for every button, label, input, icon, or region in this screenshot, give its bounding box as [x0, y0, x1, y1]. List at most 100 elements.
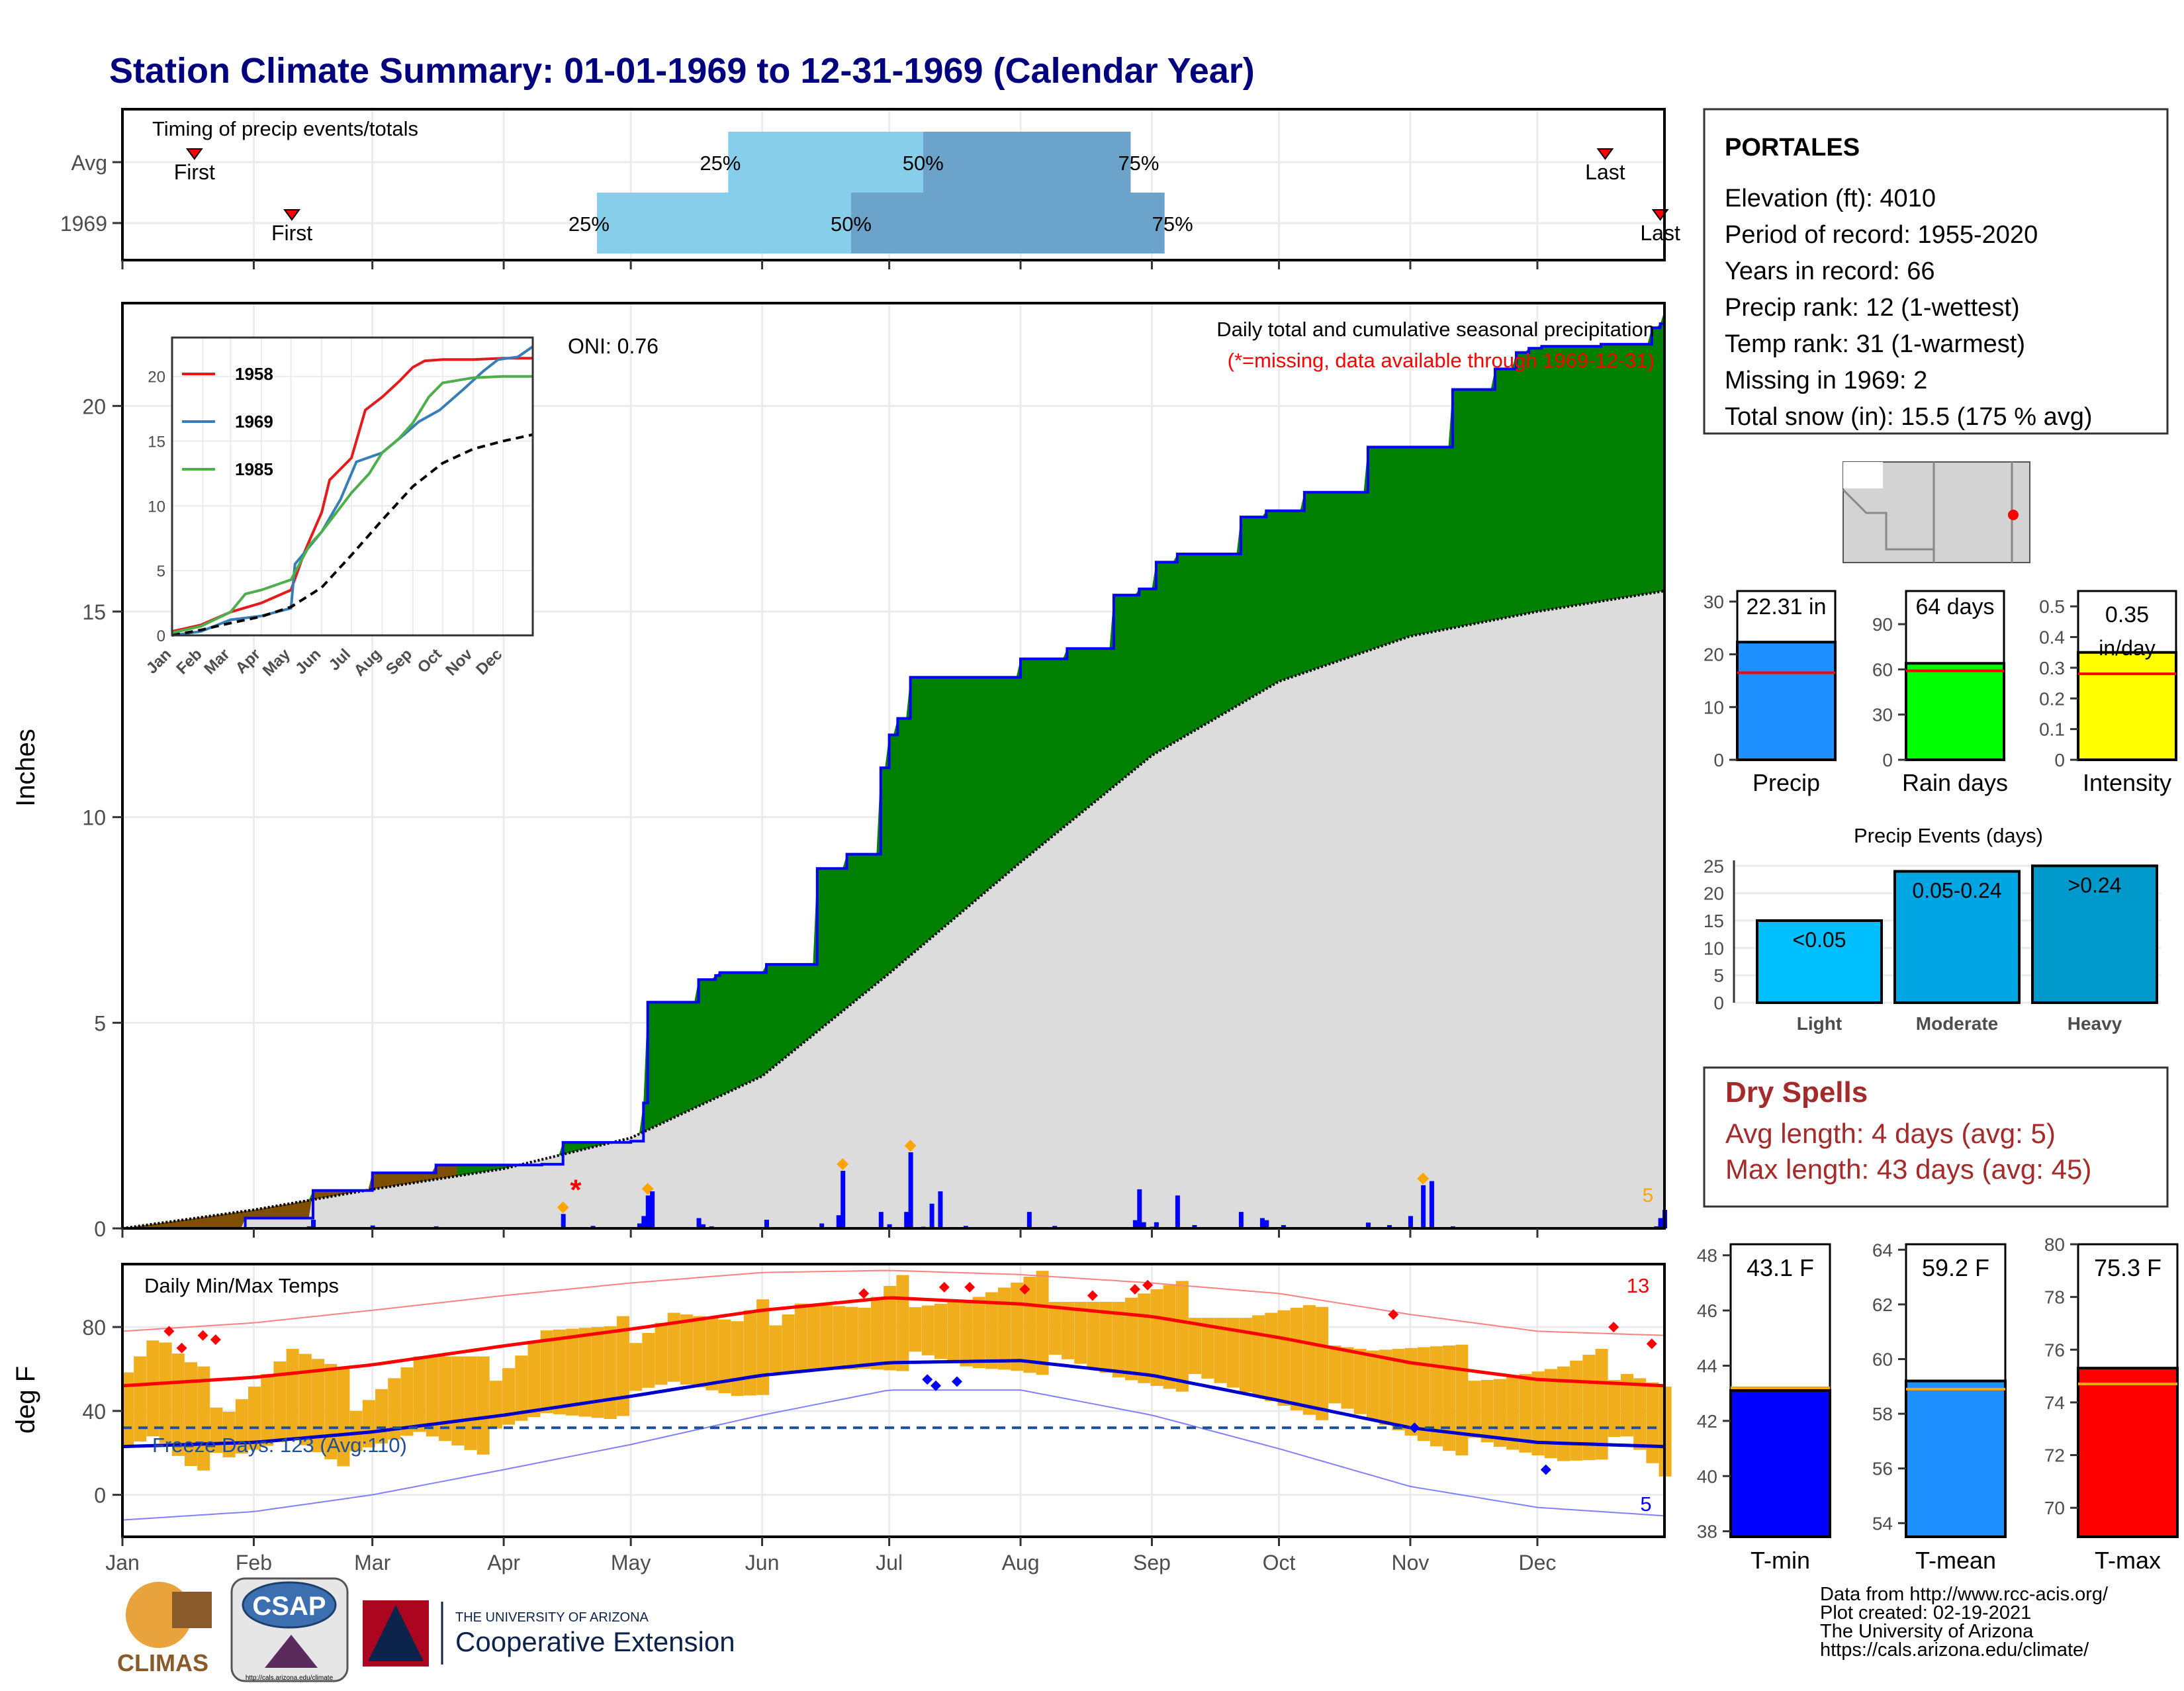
daily-temp-range-bar	[388, 1378, 401, 1440]
daily-temp-range-bar	[1608, 1379, 1621, 1438]
daily-precip-bar	[887, 1224, 892, 1228]
mini-y-tick-label: 74	[2044, 1393, 2065, 1413]
month-label: Aug	[1002, 1551, 1040, 1575]
mini-y-tick-label: 0	[2054, 750, 2065, 770]
record-high-count: 13	[1627, 1274, 1649, 1297]
inset-legend-label: 1985	[235, 459, 273, 479]
freeze-days-label: Freeze Days: 123 (Avg:110)	[152, 1434, 407, 1457]
daily-precip-bar	[1141, 1222, 1146, 1228]
precip-chart-title: Daily total and cumulative seasonal prec…	[1216, 318, 1655, 341]
rain-days-label: 64 days	[1915, 594, 1994, 619]
daily-temp-range-bar	[680, 1314, 693, 1385]
daily-temp-range-bar	[1493, 1379, 1506, 1447]
daily-temp-range-bar	[693, 1316, 706, 1388]
daily-precip-bar	[908, 1152, 913, 1228]
precip-events-title: Precip Events (days)	[1854, 824, 2043, 847]
mini-y-tick-label: 20	[1704, 645, 1724, 665]
mini-y-tick-label: 54	[1872, 1513, 1893, 1533]
station-info-line: Total snow (in): 15.5 (175 % avg)	[1725, 403, 2093, 431]
mini-y-tick-label: 0.3	[2039, 658, 2065, 678]
mini-y-tick-label: 0.5	[2039, 596, 2065, 617]
mini-y-tick-label: 76	[2044, 1340, 2065, 1360]
daily-temp-range-bar	[1379, 1349, 1392, 1425]
daily-temp-range-bar	[1455, 1344, 1469, 1456]
temp-y-tick-label: 40	[82, 1400, 106, 1424]
mini-y-tick-label: 78	[2044, 1287, 2065, 1308]
daily-temp-range-bar	[235, 1399, 248, 1454]
daily-temp-range-bar	[210, 1407, 223, 1453]
precip-y-tick-label: 15	[82, 600, 106, 624]
temp-summary-label: 43.1 F	[1747, 1254, 1814, 1281]
daily-precip-bar	[561, 1214, 566, 1228]
daily-temp-range-bar	[769, 1325, 782, 1373]
credit-line: The University of Arizona	[1820, 1621, 2034, 1642]
precip-surplus-area	[122, 310, 1664, 1228]
temp-record-high-marker	[163, 1326, 175, 1337]
daily-temp-range-bar	[960, 1300, 973, 1367]
mini-y-tick-label: 62	[1872, 1295, 1893, 1315]
daily-temp-range-bar	[655, 1322, 668, 1385]
station-info-line: Elevation (ft): 4010	[1725, 185, 1936, 212]
map-state-border	[1842, 488, 1934, 551]
mini-y-tick-label: 46	[1697, 1301, 1717, 1321]
daily-temp-range-bar	[820, 1305, 833, 1371]
temp-record-low-marker	[1409, 1422, 1420, 1434]
timing-last-marker	[1596, 148, 1614, 160]
inset-frame	[171, 336, 534, 637]
daily-temp-range-bar	[616, 1316, 629, 1416]
mini-y-tick-label: 60	[1872, 1349, 1893, 1369]
daily-temp-range-bar	[1265, 1312, 1278, 1402]
timing-row-label: Avg	[71, 151, 107, 175]
timing-title: Timing of precip events/totals	[152, 117, 418, 140]
dry-spells-avg: Avg length: 4 days (avg: 5)	[1725, 1118, 2056, 1149]
mini-category-label: T-min	[1751, 1547, 1810, 1574]
daily-precip-bar	[764, 1219, 769, 1228]
month-label: Jul	[876, 1551, 903, 1575]
temp-chart-title: Daily Min/Max Temps	[144, 1274, 339, 1297]
daily-temp-range-bar	[947, 1302, 960, 1363]
mini-y-tick-label: 80	[2044, 1234, 2065, 1255]
daily-temp-range-bar	[1341, 1347, 1354, 1409]
mini-category-label: Precip	[1752, 769, 1820, 796]
daily-temp-range-bar	[362, 1400, 375, 1447]
daily-temp-range-bar	[540, 1330, 553, 1414]
daily-temp-range-bar	[1316, 1306, 1329, 1420]
timing-first-marker	[283, 209, 300, 221]
temp-record-high-marker	[1087, 1290, 1098, 1301]
events-y-tick-label: 20	[1704, 884, 1724, 904]
daily-temp-range-bar	[1430, 1346, 1443, 1447]
timing-last-label: Last	[1585, 160, 1625, 184]
daily-precip-bar	[1192, 1225, 1197, 1228]
credit-line: Plot created: 02-19-2021	[1820, 1602, 2031, 1623]
temp-summary-label: 75.3 F	[2094, 1254, 2161, 1281]
temp-record-low-marker	[931, 1380, 941, 1391]
temp-record-high-marker	[964, 1281, 976, 1293]
daily-temp-range-bar	[1074, 1302, 1087, 1364]
temp-record-high-marker	[210, 1334, 221, 1346]
daily-temp-range-bar	[578, 1328, 592, 1417]
daily-temp-range-bar	[1443, 1345, 1456, 1451]
mini-y-tick-label: 42	[1697, 1411, 1717, 1432]
daily-temp-range-bar	[1163, 1285, 1176, 1389]
daily-temp-range-bar	[1062, 1302, 1075, 1359]
events-y-tick-label: 15	[1704, 911, 1724, 931]
precip-count-annotation: 5	[1643, 1185, 1654, 1207]
mini-y-tick-label: 0	[1713, 750, 1724, 770]
event-bar-label: 0.05-0.24	[1912, 879, 2001, 903]
daily-temp-range-bar	[1226, 1318, 1240, 1388]
daily-precip-bar	[836, 1215, 841, 1228]
daily-temp-range-bar	[833, 1306, 846, 1370]
temp-record-low-marker	[952, 1376, 962, 1387]
station-info-line: Period of record: 1955-2020	[1725, 221, 2038, 249]
daily-temp-range-bar	[1112, 1302, 1125, 1378]
daily-precip-bar	[904, 1212, 909, 1228]
station-info-line: Precip rank: 12 (1-wettest)	[1725, 294, 2020, 322]
daily-temp-range-bar	[807, 1304, 820, 1371]
mini-y-tick-label: 72	[2044, 1445, 2065, 1466]
temp-record-high-marker	[197, 1330, 208, 1341]
daily-temp-range-bar	[1239, 1318, 1252, 1393]
precip-record-diamond	[557, 1201, 569, 1214]
ua-small-text: THE UNIVERSITY OF ARIZONA	[455, 1610, 649, 1625]
precip-total-label: 22.31 in	[1747, 594, 1827, 619]
temp-panel-frame	[121, 1263, 1666, 1538]
